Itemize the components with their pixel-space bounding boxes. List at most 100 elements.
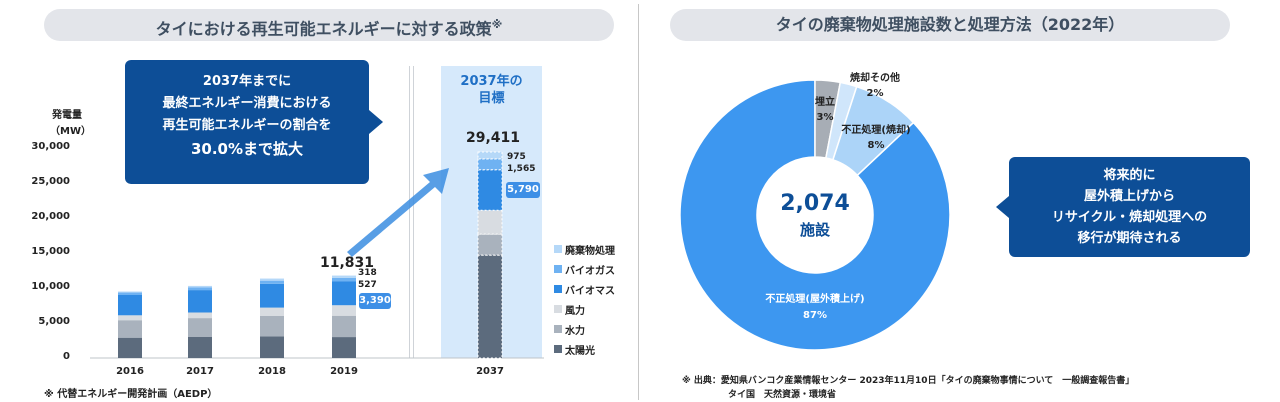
bar-2017-seg-3 — [188, 290, 212, 313]
legend-swatch-3 — [554, 305, 562, 313]
legend-label-1: バイオガス — [565, 266, 615, 277]
bar-2016-seg-1 — [118, 320, 142, 338]
bar-2019-seg-2 — [332, 305, 356, 316]
bar-2017-seg-5 — [188, 285, 212, 288]
bar-2037-seg-4 — [477, 158, 503, 171]
future-callout-pointer — [996, 196, 1009, 218]
axis-break-line-a — [409, 66, 410, 358]
y-tick-5: 25,000 — [31, 176, 70, 187]
x-tick-2018: 2018 — [258, 366, 286, 377]
donut-center-value: 2,074 — [780, 191, 850, 216]
y-tick-6: 30,000 — [31, 141, 70, 152]
slice-label-illegal-burning: 不正処理(焼却) 8% — [836, 123, 916, 153]
y-tick-2: 10,000 — [31, 281, 70, 292]
slice-landfill-value: 3% — [816, 112, 834, 123]
policy-callout-line3: 再生可能エネルギーの割合を — [162, 118, 332, 133]
y-tick-0: 0 — [63, 351, 70, 362]
y-unit-line2: （MW） — [50, 126, 91, 137]
bar-2018-seg-5 — [260, 278, 284, 281]
bar-2016-seg-0 — [118, 337, 142, 358]
bar-2019-seg-5 — [332, 275, 356, 278]
bar-2016-seg-4 — [118, 292, 142, 295]
y-tick-4: 20,000 — [31, 211, 70, 222]
legend-swatch-5 — [554, 345, 562, 353]
slice-open-dump-name: 不正処理(屋外積上げ) — [765, 294, 865, 305]
y-tick-1: 5,000 — [38, 316, 70, 327]
bar-2016-seg-2 — [118, 315, 142, 321]
growth-arrow — [347, 168, 449, 257]
axis-break-line-b — [413, 66, 414, 358]
y-unit-line1: 発電量 — [52, 110, 82, 121]
legend-label-2: バイオマス — [565, 286, 615, 297]
bar-2037-seg-3 — [477, 169, 503, 211]
total-2019-label: 11,831 — [320, 255, 375, 271]
donut-center-unit: 施設 — [799, 221, 830, 239]
right-title: タイの廃棄物処理施設数と処理方法（2022年） — [670, 9, 1230, 41]
legend-swatch-4 — [554, 325, 562, 333]
bar-2037-seg-2 — [477, 209, 503, 235]
slice-open-dump-value: 87% — [803, 310, 827, 321]
legend-swatch-2 — [554, 285, 562, 293]
x-tick-2016: 2016 — [116, 366, 144, 377]
bar-2016-seg-5 — [118, 291, 142, 293]
bar-2019-seg-0 — [332, 337, 356, 358]
total-2037-label: 29,411 — [466, 130, 521, 146]
future-callout: 将来的に 屋外積上げから リサイクル・焼却処理への 移行が期待される — [1009, 157, 1250, 257]
bar-2018-seg-0 — [260, 336, 284, 358]
bar-2019-seg-1 — [332, 315, 356, 338]
policy-callout-pointer — [369, 110, 383, 134]
bar-2018-seg-3 — [260, 283, 284, 308]
bar-2017-seg-1 — [188, 318, 212, 337]
slice-landfill-name: 埋立 — [815, 97, 835, 108]
tag-2037-biomass: 5,790 — [506, 182, 540, 198]
x-tick-2019: 2019 — [330, 366, 358, 377]
policy-callout-line1: 2037年までに — [202, 74, 292, 89]
bar-2018-seg-4 — [260, 280, 284, 284]
y-tick-3: 15,000 — [31, 246, 70, 257]
label-2019-biogas: 527 — [358, 280, 377, 290]
slice-label-incineration: 焼却その他 2% — [845, 71, 905, 101]
x-tick-2037: 2037 — [476, 366, 504, 377]
bar-2019-seg-3 — [332, 281, 356, 306]
future-callout-line1: 将来的に — [1103, 168, 1156, 183]
bar-2037-seg-5 — [477, 151, 503, 160]
future-callout-line2: 屋外積上げから — [1083, 189, 1175, 204]
slice-label-open-dump: 不正処理(屋外積上げ) 87% — [745, 292, 885, 324]
target-2037-label: 2037年の 目標 — [441, 73, 542, 107]
x-tick-2017: 2017 — [186, 366, 214, 377]
tag-2019-biomass: 3,390 — [359, 293, 391, 309]
bar-2019-seg-4 — [332, 277, 356, 282]
left-title-mark: ※ — [491, 18, 503, 31]
bar-2018-seg-1 — [260, 316, 284, 337]
left-title: タイにおける再生可能エネルギーに対する政策※ — [44, 9, 614, 41]
bar-chart — [90, 151, 544, 359]
panel-divider — [638, 4, 639, 400]
policy-callout: 2037年までに 最終エネルギー消費における 再生可能エネルギーの割合を 30.… — [125, 60, 369, 184]
target-label-line1: 2037年の — [460, 74, 523, 89]
slice-illegal-burning-name: 不正処理(焼却) — [841, 125, 911, 136]
legend-label-3: 風力 — [565, 306, 585, 317]
future-callout-line4: 移行が期待される — [1077, 231, 1182, 246]
bar-2037-seg-1 — [477, 233, 503, 256]
slice-incineration-name: 焼却その他 — [850, 73, 900, 84]
slice-label-landfill: 埋立 3% — [815, 95, 835, 125]
bar-2017-seg-2 — [188, 312, 212, 319]
future-callout-line3: リサイクル・焼却処理への — [1051, 210, 1208, 225]
label-2019-waste: 318 — [358, 268, 377, 278]
slice-incineration-value: 2% — [866, 88, 884, 99]
right-title-text: タイの廃棄物処理施設数と処理方法（2022年） — [775, 15, 1125, 34]
bar-2017-seg-4 — [188, 287, 212, 291]
target-label-line2: 目標 — [478, 91, 505, 106]
policy-callout-line2: 最終エネルギー消費における — [162, 96, 332, 111]
legend-swatch-1 — [554, 265, 562, 273]
legend-label-5: 太陽光 — [565, 346, 595, 357]
right-source-line1: ※ 出典：愛知県バンコク産業情報センター 2023年11月10日「タイの廃棄物事… — [682, 376, 1135, 386]
bar-2037-seg-0 — [477, 254, 503, 359]
bar-2017-seg-0 — [188, 337, 212, 358]
bar-2016-seg-3 — [118, 295, 142, 316]
left-title-text: タイにおける再生可能エネルギーに対する政策 — [155, 19, 492, 39]
left-footnote: ※ 代替エネルギー開発計画（AEDP） — [44, 389, 218, 400]
right-source-line2: タイ国 天然資源・環境省 — [728, 390, 837, 400]
bar-2018-seg-2 — [260, 307, 284, 316]
legend-label-4: 水力 — [565, 326, 585, 337]
